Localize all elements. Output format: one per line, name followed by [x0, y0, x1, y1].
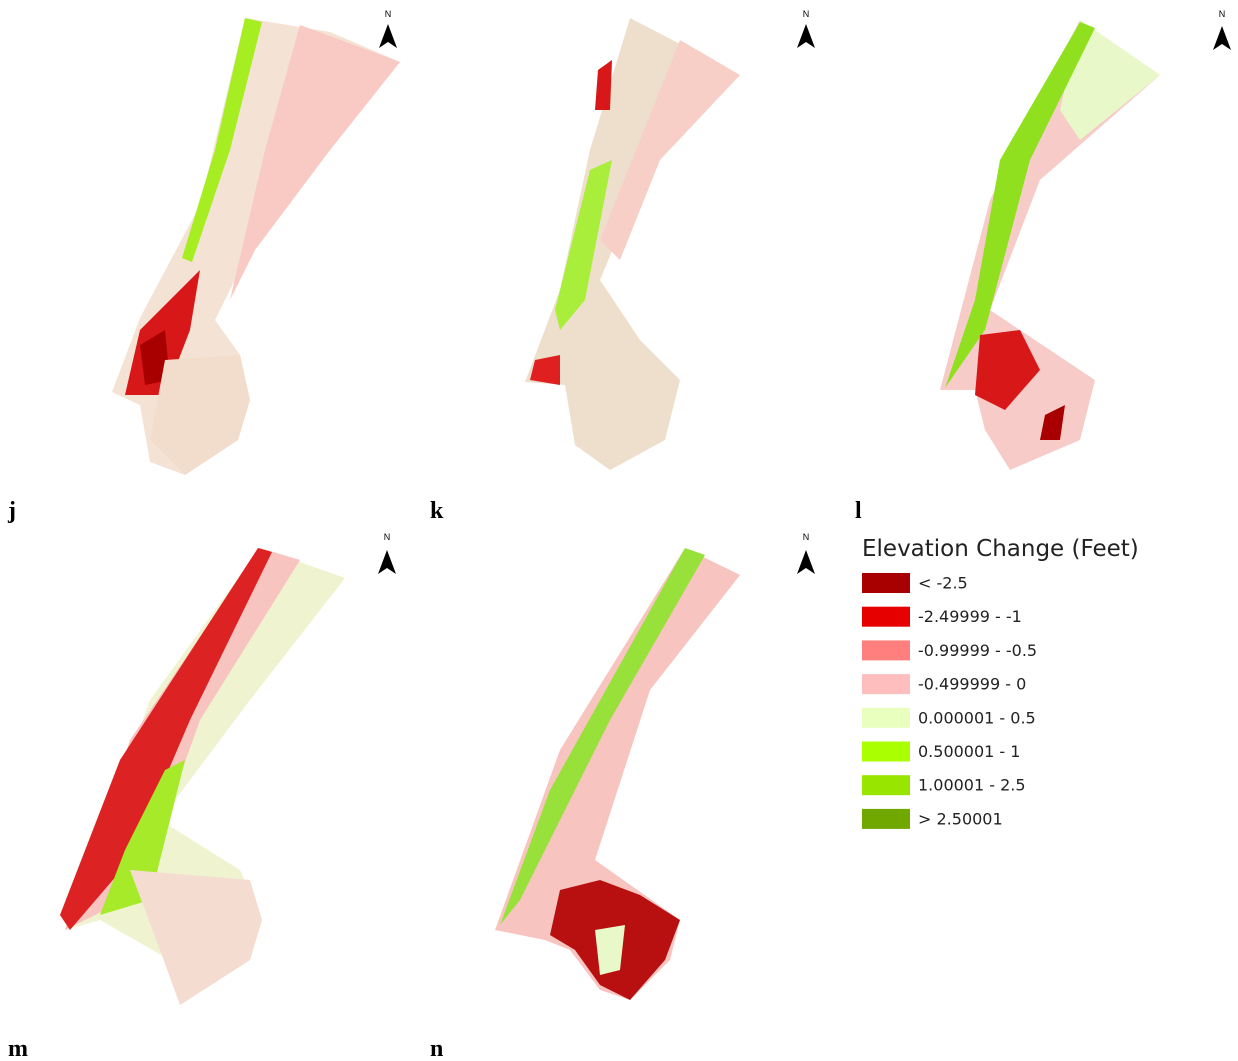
legend-swatch [862, 640, 910, 660]
legend-label: 0.500001 - 1 [918, 742, 1020, 761]
north-arrow: N [1213, 9, 1231, 50]
figure: j k l m n N N N N N Elevation Change (Fe… [0, 0, 1238, 1061]
legend-label: -0.499999 - 0 [918, 675, 1026, 694]
legend-swatch [862, 775, 910, 795]
legend-swatch [862, 674, 910, 694]
north-arrow: N [797, 532, 815, 574]
north-arrow: N [797, 9, 815, 48]
north-arrow: N [378, 532, 396, 574]
panel-label: j [7, 498, 16, 524]
legend-label: > 2.50001 [918, 809, 1003, 828]
map-k [525, 18, 740, 470]
map-j [112, 18, 400, 475]
legend-label: -2.49999 - -1 [918, 607, 1022, 626]
legend-label: 0.000001 - 0.5 [918, 708, 1036, 727]
panel-label: l [855, 498, 862, 524]
legend-title: Elevation Change (Feet) [862, 536, 1139, 562]
map-n [495, 548, 740, 1000]
legend-swatch [862, 809, 910, 829]
legend-label: 1.00001 - 2.5 [918, 776, 1026, 795]
map-m [60, 548, 345, 1005]
legend-label: -0.99999 - -0.5 [918, 641, 1037, 660]
panel-label: m [8, 1036, 28, 1061]
north-label: N [385, 9, 392, 19]
north-label: N [384, 532, 391, 542]
north-label: N [803, 532, 810, 542]
panel-label: n [430, 1036, 443, 1061]
legend-swatch [862, 708, 910, 728]
panel-label: k [430, 498, 444, 524]
legend-swatch [862, 607, 910, 627]
map-l [940, 20, 1160, 470]
north-label: N [1219, 9, 1226, 19]
legend-label: < -2.5 [918, 574, 968, 593]
legend: Elevation Change (Feet) < -2.5 -2.49999 -… [862, 536, 1139, 829]
north-label: N [803, 9, 810, 19]
legend-swatch [862, 742, 910, 762]
north-arrow: N [379, 9, 397, 48]
legend-swatch [862, 573, 910, 593]
